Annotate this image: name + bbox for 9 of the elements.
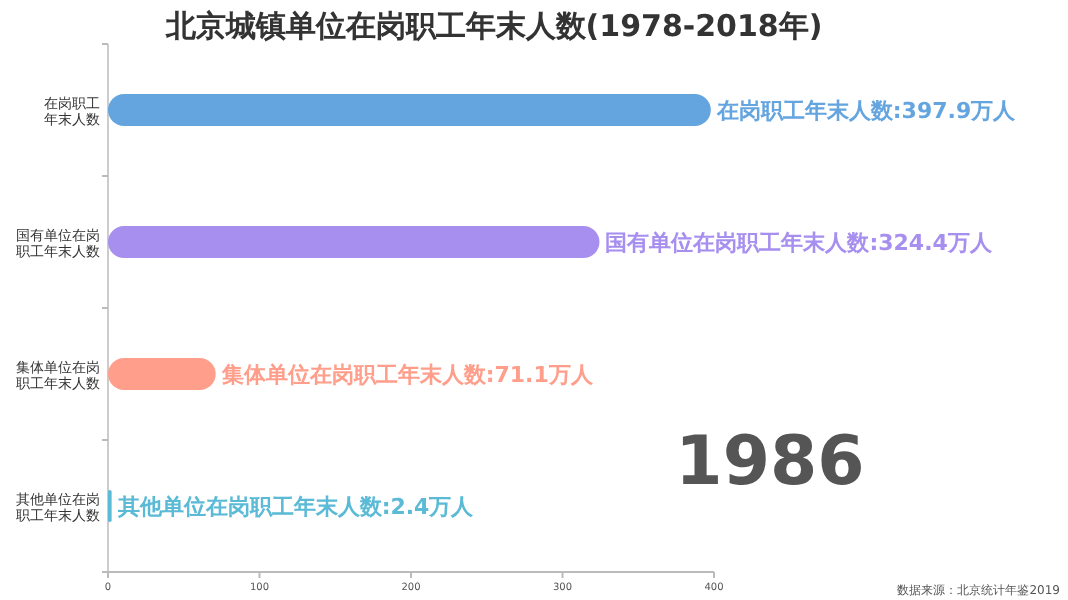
bar bbox=[108, 94, 711, 126]
bar bbox=[108, 358, 216, 390]
data-label: 集体单位在岗职工年末人数:71.1万人 bbox=[219, 362, 595, 388]
annotation: 1986 bbox=[675, 422, 865, 502]
bar bbox=[108, 226, 600, 258]
data-label: 国有单位在岗职工年末人数:324.4万人 bbox=[605, 230, 994, 256]
data-label: 其他单位在岗职工年末人数:2.4万人 bbox=[115, 494, 476, 520]
chart-title: 北京城镇单位在岗职工年末人数(1978-2018年) bbox=[163, 8, 823, 44]
data-label: 在岗职工年末人数:397.9万人 bbox=[714, 98, 1018, 124]
